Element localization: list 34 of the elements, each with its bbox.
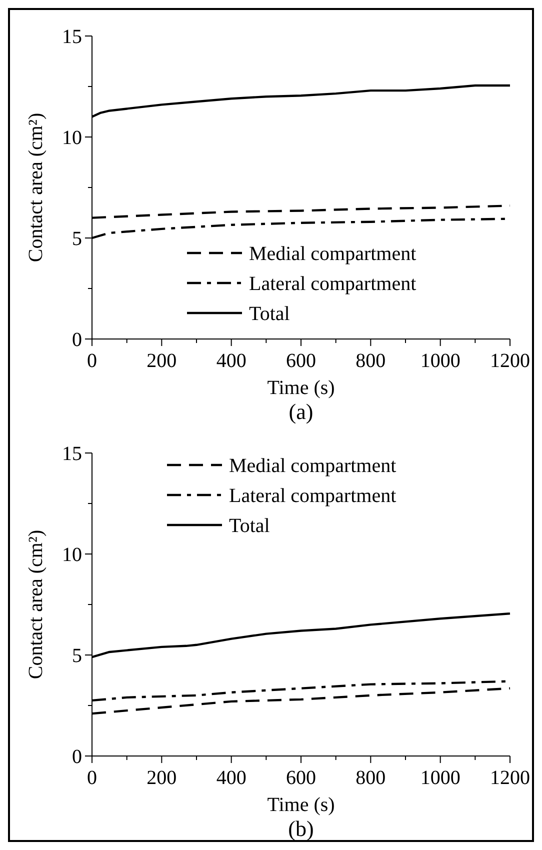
x-axis-title: Time (s) [267,794,335,816]
x-tick-label: 1000 [420,767,460,789]
legend-label: Total [249,303,290,325]
legend-label: Lateral compartment [229,485,397,507]
x-axis-title: Time (s) [267,377,335,399]
x-tick-label: 1200 [490,350,530,372]
x-tick-label: 200 [146,767,177,789]
y-tick-label: 0 [72,746,82,768]
x-tick-label: 200 [146,350,177,372]
legend-label: Total [229,515,270,537]
y-tick-label: 5 [72,228,82,250]
x-tick-label: 600 [286,767,316,789]
x-tick-label: 800 [356,767,386,789]
x-tick-label: 400 [216,350,246,372]
y-tick-label: 5 [72,645,82,667]
y-tick-label: 15 [62,26,82,48]
x-tick-label: 0 [87,350,97,372]
text: (a) [288,399,314,424]
y-tick-label: 10 [62,127,82,149]
y-axis-title: Contact area (cm²) [25,530,47,680]
y-tick-label: 15 [62,443,82,465]
x-tick-label: 800 [356,350,386,372]
x-tick-label: 0 [87,767,97,789]
x-tick-label: 1000 [420,350,460,372]
x-tick-label: 400 [216,767,246,789]
legend-label: Medial compartment [229,455,397,477]
y-axis-title: Contact area (cm²) [25,112,47,262]
legend-label: Lateral compartment [249,273,417,295]
y-tick-label: 0 [72,329,82,351]
x-tick-label: 1200 [490,767,530,789]
text: (b) [288,816,314,841]
x-tick-label: 600 [286,350,316,372]
y-tick-label: 10 [62,544,82,566]
legend-label: Medial compartment [249,243,417,265]
